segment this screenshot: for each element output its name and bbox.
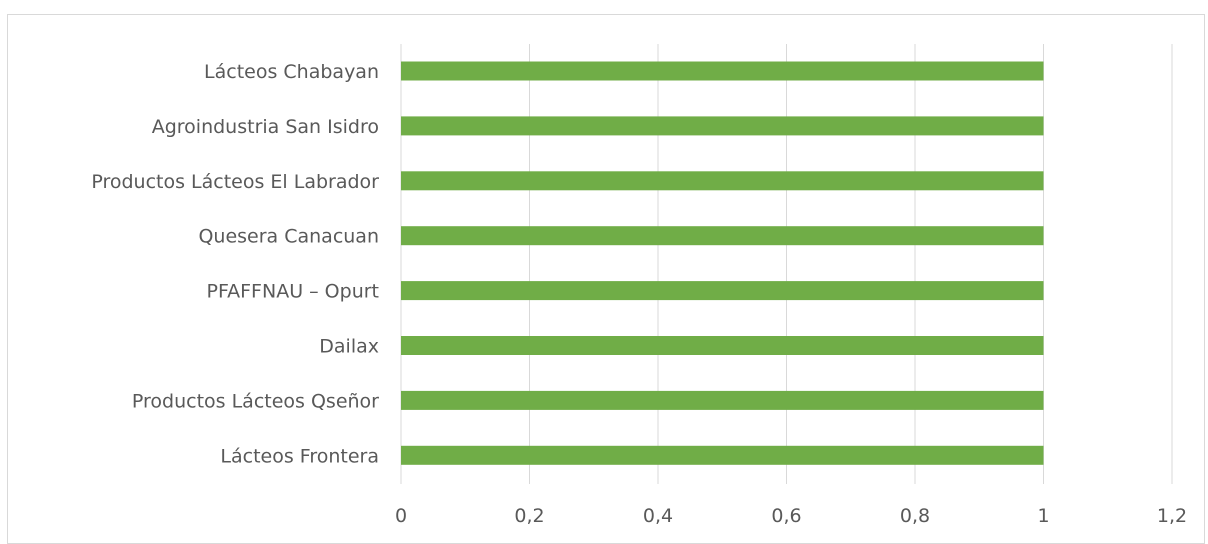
x-tick-label: 0,6	[771, 505, 801, 527]
bar	[401, 116, 1044, 136]
bar	[401, 281, 1044, 301]
category-label: Dailax	[319, 336, 379, 358]
category-label: Productos Lácteos El Labrador	[91, 171, 379, 193]
x-tick-labels: 0 0,2 0,4 0,6 0,8 1 1,2	[395, 505, 1187, 527]
x-tick-label: 0	[395, 505, 407, 527]
bars	[401, 61, 1044, 465]
bar	[401, 171, 1044, 191]
x-tick-label: 1,2	[1157, 505, 1187, 527]
category-labels: Lácteos Chabayan Agroindustria San Isidro…	[91, 61, 379, 467]
bar	[401, 336, 1044, 355]
category-label: Quesera Canacuan	[198, 226, 379, 248]
bar	[401, 61, 1044, 81]
category-label: PFAFFNAU – Opurt	[206, 281, 379, 303]
x-tick-label: 1	[1037, 505, 1049, 527]
bar	[401, 226, 1044, 246]
x-tick-label: 0,2	[514, 505, 544, 527]
category-label: Agroindustria San Isidro	[152, 116, 379, 138]
bar	[401, 445, 1044, 465]
category-label: Lácteos Chabayan	[204, 61, 379, 83]
gridlines	[400, 44, 1173, 484]
x-tick-label: 0,8	[900, 505, 930, 527]
category-label: Lácteos Frontera	[220, 445, 379, 467]
x-tick-label: 0,4	[643, 505, 673, 527]
category-label: Productos Lácteos Qseñor	[132, 390, 379, 412]
bar	[401, 390, 1044, 410]
